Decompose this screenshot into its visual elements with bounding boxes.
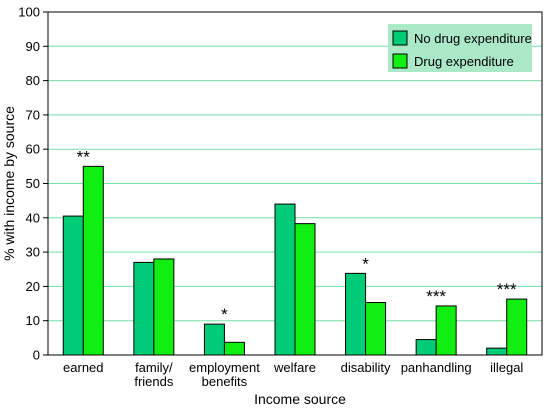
y-tick-label: 90 xyxy=(26,39,40,54)
category-label: earned xyxy=(63,360,103,375)
bar-drug xyxy=(223,341,245,356)
bar-drug xyxy=(435,305,457,356)
legend-label: Drug expenditure xyxy=(414,54,514,69)
category-label: employment xyxy=(189,360,260,375)
legend-box xyxy=(388,24,532,72)
significance-marker: *** xyxy=(426,287,446,306)
bar-drug xyxy=(153,258,175,356)
significance-marker: *** xyxy=(497,280,517,299)
category-label: disability xyxy=(341,360,391,375)
category-label: benefits xyxy=(202,374,248,389)
y-tick-label: 80 xyxy=(26,73,40,88)
x-axis-title: Income source xyxy=(254,391,346,407)
bar-drug xyxy=(82,165,104,356)
bar-no-drug xyxy=(62,215,84,356)
bar-no-drug xyxy=(415,339,437,356)
bar-no-drug xyxy=(274,203,296,356)
bar-no-drug xyxy=(133,261,155,356)
legend-swatch xyxy=(392,53,408,69)
category-label: family/ xyxy=(135,360,173,375)
significance-marker: * xyxy=(362,254,369,273)
legend-swatch xyxy=(392,30,408,46)
significance-marker: * xyxy=(221,305,228,324)
y-tick-label: 40 xyxy=(26,210,40,225)
significance-marker: ** xyxy=(77,147,91,166)
legend-label: No drug expenditure xyxy=(414,31,532,46)
y-tick-label: 20 xyxy=(26,279,40,294)
bar-no-drug xyxy=(345,272,367,356)
legend: No drug expenditure Drug expenditure xyxy=(388,24,532,72)
y-axis-title: % with income by source xyxy=(1,106,17,261)
bar-no-drug xyxy=(486,347,508,356)
bars xyxy=(62,165,528,356)
bar-no-drug xyxy=(203,323,225,356)
y-tick-label: 30 xyxy=(26,245,40,260)
y-tick-label: 0 xyxy=(33,348,40,363)
category-label: illegal xyxy=(490,360,523,375)
bar-drug xyxy=(365,302,387,356)
y-tick-label: 60 xyxy=(26,142,40,157)
category-label: friends xyxy=(134,374,174,389)
y-tick-label: 10 xyxy=(26,313,40,328)
y-tick-label: 50 xyxy=(26,176,40,191)
category-label: welfare xyxy=(273,360,316,375)
category-label: panhandling xyxy=(401,360,472,375)
y-tick-label: 70 xyxy=(26,107,40,122)
bar-drug xyxy=(294,223,316,356)
bar-drug xyxy=(506,298,528,356)
y-tick-label: 100 xyxy=(18,5,40,20)
